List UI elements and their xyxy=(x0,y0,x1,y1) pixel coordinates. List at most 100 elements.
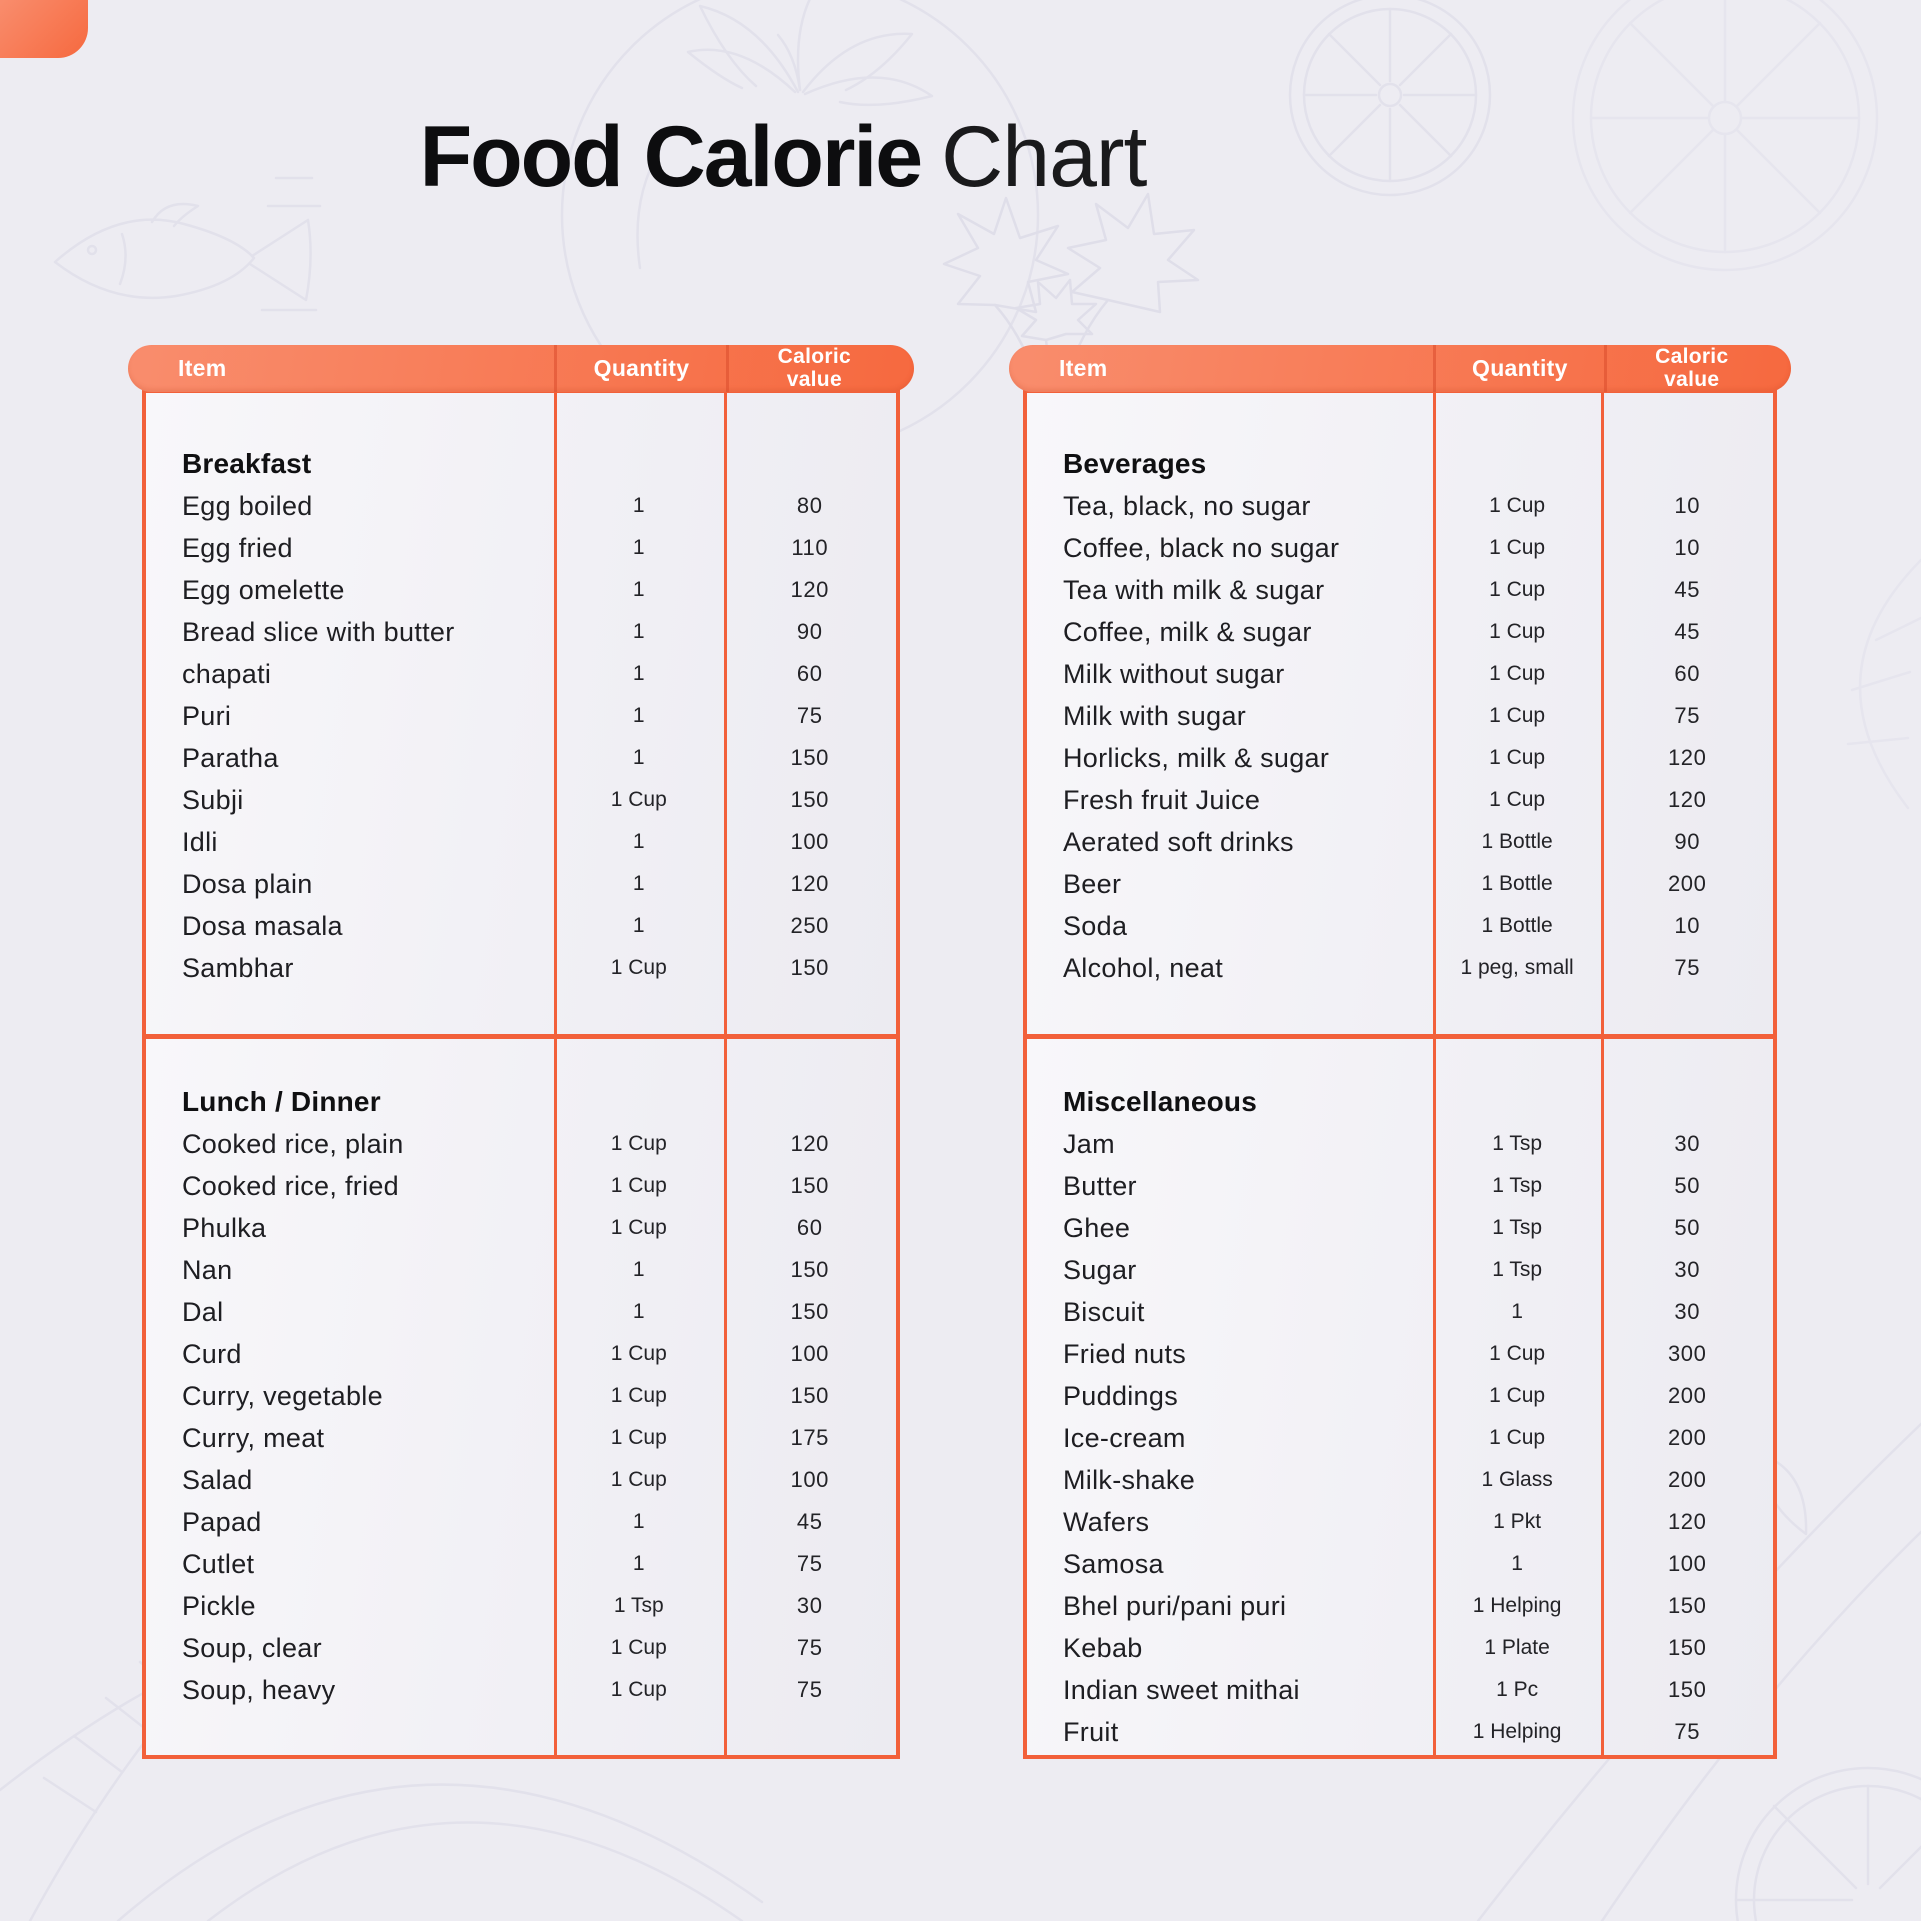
item-name: Phulka xyxy=(182,1212,267,1243)
table-row: Dosa masala 1 250 xyxy=(146,905,896,947)
item-quantity: 1 Pc xyxy=(1496,1678,1539,1701)
item-quantity: 1 xyxy=(1511,1552,1523,1575)
table-row: Soup, clear 1 Cup 75 xyxy=(146,1627,896,1669)
item-quantity: 1 xyxy=(632,620,645,643)
item-name: Coffee, black no sugar xyxy=(1063,532,1340,563)
item-name: Subji xyxy=(182,784,244,815)
fish-outline-icon xyxy=(53,176,322,312)
item-quantity: 1 Cup xyxy=(610,1678,667,1701)
item-caloric-value: 120 xyxy=(790,871,829,896)
item-name: Fresh fruit Juice xyxy=(1063,784,1261,815)
item-name: Aerated soft drinks xyxy=(1063,826,1294,857)
table-row: Milk without sugar 1 Cup 60 xyxy=(1027,653,1773,695)
table-row: Fried nuts 1 Cup 300 xyxy=(1027,1333,1773,1375)
item-quantity: 1 Cup xyxy=(1489,578,1546,601)
table-section: Beverages Tea, black, no sugar 1 Cup 10 … xyxy=(1023,389,1777,1039)
table-row: Coffee, milk & sugar 1 Cup 45 xyxy=(1027,611,1773,653)
item-caloric-value: 120 xyxy=(790,577,829,602)
item-caloric-value: 120 xyxy=(790,1131,829,1156)
table-row: Curd 1 Cup 100 xyxy=(146,1333,896,1375)
item-quantity: 1 Cup xyxy=(610,956,667,979)
table-row: Papad 1 45 xyxy=(146,1501,896,1543)
item-name: Wafers xyxy=(1063,1506,1150,1537)
item-caloric-value: 90 xyxy=(796,619,823,644)
item-caloric-value: 150 xyxy=(790,1173,829,1198)
item-name: Egg omelette xyxy=(182,574,345,605)
item-quantity: 1 Tsp xyxy=(1492,1174,1543,1197)
title-bold-text: Food Calorie xyxy=(419,109,924,205)
table-body: Beverages Tea, black, no sugar 1 Cup 10 … xyxy=(1023,389,1777,1759)
table-row: Alcohol, neat 1 peg, small 75 xyxy=(1027,947,1773,989)
item-name: Egg fried xyxy=(182,532,293,563)
table-row: Curry, vegetable 1 Cup 150 xyxy=(146,1375,896,1417)
item-caloric-value: 120 xyxy=(1667,787,1707,812)
item-caloric-value: 60 xyxy=(796,1215,823,1240)
item-caloric-value: 150 xyxy=(1667,1593,1707,1618)
table-row: Tea, black, no sugar 1 Cup 10 xyxy=(1027,485,1773,527)
column-header-item: Item xyxy=(178,355,227,381)
table-row: Ice-cream 1 Cup 200 xyxy=(1027,1417,1773,1459)
section-heading-row: Miscellaneous xyxy=(1027,1081,1773,1123)
table-row: Puddings 1 Cup 200 xyxy=(1027,1375,1773,1417)
item-name: Tea, black, no sugar xyxy=(1063,490,1311,521)
item-caloric-value: 45 xyxy=(1674,619,1701,644)
column-header-quantity: Quantity xyxy=(1433,345,1603,392)
item-name: chapati xyxy=(182,658,272,689)
item-name: Nan xyxy=(182,1254,233,1285)
table-row: Biscuit 1 30 xyxy=(1027,1291,1773,1333)
citrus-wheel-top-right-icon xyxy=(1288,0,1492,197)
item-name: Soup, heavy xyxy=(182,1674,336,1705)
item-caloric-value: 80 xyxy=(796,493,823,518)
item-name: Coffee, milk & sugar xyxy=(1063,616,1312,647)
table-row: Egg boiled 1 80 xyxy=(146,485,896,527)
item-quantity: 1 Cup xyxy=(610,1174,667,1197)
item-quantity: 1 Bottle xyxy=(1481,872,1553,895)
item-caloric-value: 150 xyxy=(790,745,829,770)
table-body: Breakfast Egg boiled 1 80 Egg fried 1 1 1… xyxy=(142,389,900,1759)
table-row: Bhel puri/pani puri 1 Helping 150 xyxy=(1027,1585,1773,1627)
section-heading: Breakfast xyxy=(182,448,312,479)
item-name: Jam xyxy=(1063,1128,1115,1159)
item-caloric-value: 45 xyxy=(1674,577,1701,602)
item-quantity: 1 Cup xyxy=(1489,536,1546,559)
table-header-row: Item Quantity Caloric value xyxy=(142,345,900,392)
item-quantity: 1 xyxy=(1511,1300,1523,1323)
item-name: Bread slice with butter xyxy=(182,616,455,647)
item-name: Sambhar xyxy=(182,952,294,983)
item-name: Kebab xyxy=(1063,1632,1143,1663)
caloric-header-line2: value xyxy=(786,367,842,391)
table-row: Jam 1 Tsp 30 xyxy=(1027,1123,1773,1165)
item-quantity: 1 Tsp xyxy=(1492,1258,1543,1281)
item-quantity: 1 xyxy=(632,1510,645,1533)
item-name: Horlicks, milk & sugar xyxy=(1063,742,1330,773)
table-row: Paratha 1 150 xyxy=(146,737,896,779)
column-header-caloric-value: Caloric value xyxy=(1603,345,1777,392)
table-row: Idli 1 100 xyxy=(146,821,896,863)
item-quantity: 1 Bottle xyxy=(1481,830,1553,853)
item-name: Dosa masala xyxy=(182,910,343,941)
item-name: Pickle xyxy=(182,1590,256,1621)
table-row: Indian sweet mithai 1 Pc 150 xyxy=(1027,1669,1773,1711)
item-caloric-value: 120 xyxy=(1667,1509,1707,1534)
section-heading: Miscellaneous xyxy=(1063,1086,1258,1117)
table-row: Fruit 1 Helping 75 xyxy=(1027,1711,1773,1753)
item-quantity: 1 Cup xyxy=(1489,704,1546,727)
table-row: Aerated soft drinks 1 Bottle 90 xyxy=(1027,821,1773,863)
item-name: Cutlet xyxy=(182,1548,255,1579)
item-caloric-value: 75 xyxy=(796,1635,823,1660)
table-header: Item Quantity Caloric value xyxy=(128,345,914,392)
item-caloric-value: 50 xyxy=(1674,1173,1701,1198)
table-section: Miscellaneous Jam 1 Tsp 30 Butter 1 Tsp … xyxy=(1023,1039,1777,1759)
item-name: Beer xyxy=(1063,868,1122,899)
item-caloric-value: 200 xyxy=(1667,871,1707,896)
item-name: Idli xyxy=(182,826,218,857)
item-caloric-value: 150 xyxy=(790,787,829,812)
table-row: Sugar 1 Tsp 30 xyxy=(1027,1249,1773,1291)
item-name: Cooked rice, plain xyxy=(182,1128,404,1159)
item-quantity: 1 Cup xyxy=(1489,746,1546,769)
item-caloric-value: 10 xyxy=(1674,913,1701,938)
item-name: Salad xyxy=(182,1464,253,1495)
corner-accent-top-left xyxy=(0,0,88,58)
item-quantity: 1 Cup xyxy=(610,1636,667,1659)
